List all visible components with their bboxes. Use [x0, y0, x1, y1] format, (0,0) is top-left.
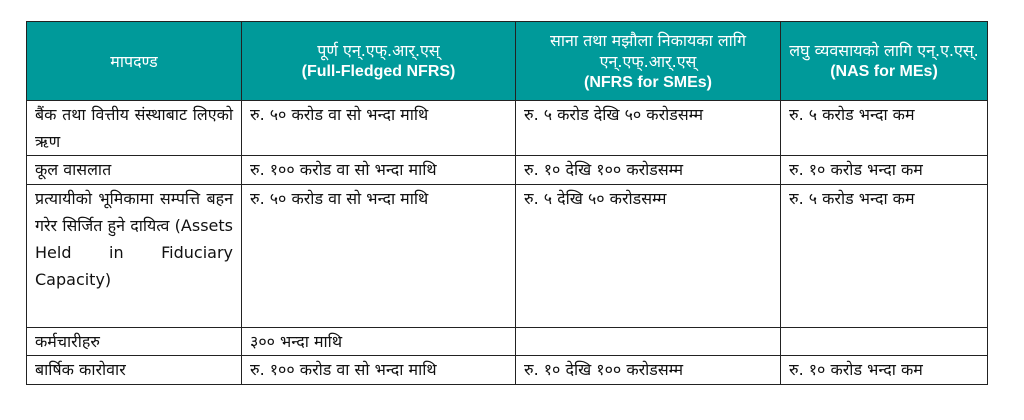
header-row: मापदण्ड पूर्ण एन्.एफ्.आर्.एस् (Full-Fledg…	[26, 21, 988, 101]
criteria-cell: कूल वासलात	[26, 155, 242, 185]
cell: रु. ५ देखि ५० करोडसम्म	[515, 184, 781, 328]
cell: रु. १०० करोड वा सो भन्दा माथि	[241, 155, 516, 185]
header-np: पूर्ण एन्.एफ्.आर्.एस्	[317, 41, 440, 60]
cell: रु. ५० करोड वा सो भन्दा माथि	[241, 100, 516, 156]
cell: रु. ५ करोड देखि ५० करोडसम्म	[515, 100, 781, 156]
cell: रु. १०० करोड वा सो भन्दा माथि	[241, 355, 516, 385]
criteria-cell: प्रत्यायीको भूमिकामा सम्पत्ति बहन गरेर स…	[26, 184, 242, 328]
table-row: बैंक तथा वित्तीय संस्थाबाट लिएको ऋण रु. …	[26, 100, 988, 156]
header-nfrs-smes: साना तथा मझौला निकायका लागि एन्.एफ्.आर्.…	[515, 21, 781, 101]
cell: रु. १० करोड भन्दा कम	[780, 355, 988, 385]
cell: रु. ५ करोड भन्दा कम	[780, 100, 988, 156]
criteria-cell: कर्मचारीहरु	[26, 327, 242, 356]
header-nas-mes: लघु व्यवसायको लागि एन्.ए.एस्. (NAS for ME…	[780, 21, 988, 101]
header-np: मापदण्ड	[110, 51, 158, 71]
cell: रु. १० देखि १०० करोडसम्म	[515, 155, 781, 185]
nfrs-criteria-table: मापदण्ड पूर्ण एन्.एफ्.आर्.एस् (Full-Fledg…	[26, 21, 988, 385]
header-en: (NAS for MEs)	[830, 63, 938, 80]
cell: रु. ५० करोड वा सो भन्दा माथि	[241, 184, 516, 328]
criteria-cell: बार्षिक कारोवार	[26, 355, 242, 385]
header-en: (NFRS for SMEs)	[584, 73, 712, 91]
cell: रु. ५ करोड भन्दा कम	[780, 184, 988, 328]
cell: रु. १० करोड भन्दा कम	[780, 155, 988, 185]
header-np: लघु व्यवसायको लागि एन्.ए.एस्.	[789, 41, 979, 60]
cell	[515, 327, 781, 356]
cell: रु. १० देखि १०० करोडसम्म	[515, 355, 781, 385]
header-criteria: मापदण्ड	[26, 21, 242, 101]
cell	[780, 327, 988, 356]
table-row: कूल वासलात रु. १०० करोड वा सो भन्दा माथि…	[26, 155, 988, 185]
header-full-nfrs: पूर्ण एन्.एफ्.आर्.एस् (Full-Fledged NFRS)	[241, 21, 516, 101]
cell: ३०० भन्दा माथि	[241, 327, 516, 356]
header-np: साना तथा मझौला निकायका लागि एन्.एफ्.आर्.…	[550, 30, 746, 71]
table-row: बार्षिक कारोवार रु. १०० करोड वा सो भन्दा…	[26, 355, 988, 385]
header-en: (Full-Fledged NFRS)	[301, 63, 456, 80]
table-row: प्रत्यायीको भूमिकामा सम्पत्ति बहन गरेर स…	[26, 184, 988, 328]
criteria-cell: बैंक तथा वित्तीय संस्थाबाट लिएको ऋण	[26, 100, 242, 156]
table-row: कर्मचारीहरु ३०० भन्दा माथि	[26, 327, 988, 356]
